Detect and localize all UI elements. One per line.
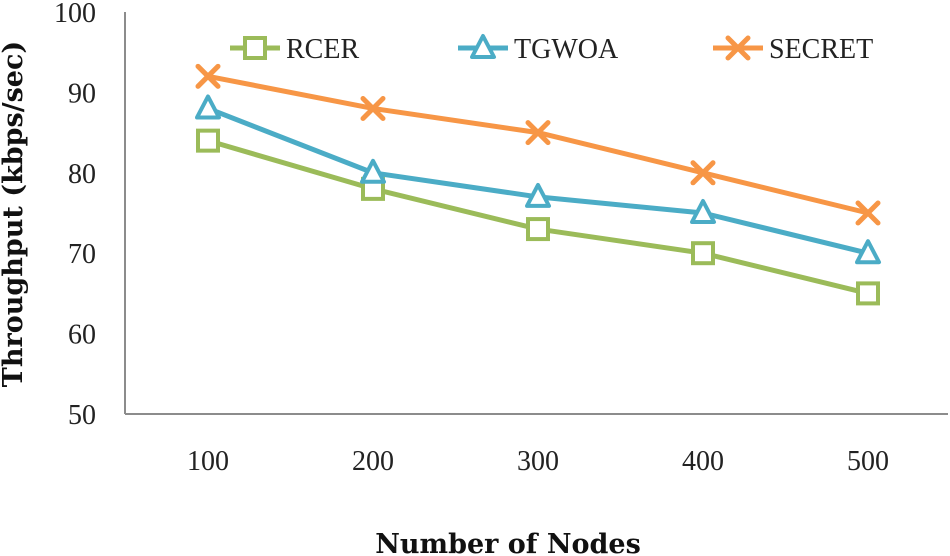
y-tick-label: 60 — [68, 320, 96, 351]
data-point-tgwoa — [855, 239, 881, 265]
y-tick-label: 90 — [68, 78, 96, 109]
data-point-secret — [855, 200, 881, 226]
data-point-secret — [690, 160, 716, 186]
data-point-rcer — [856, 281, 880, 306]
data-point-rcer — [691, 241, 715, 266]
legend-label: TGWOA — [514, 34, 619, 65]
series-line-rcer — [207, 138, 869, 296]
y-axis-title: Throughput (kbps/sec) — [0, 41, 29, 387]
legend-item-tgwoa: TGWOA — [458, 34, 619, 65]
data-point-tgwoa — [360, 158, 386, 184]
y-tick-labels: 50 60 70 80 90 100 — [54, 0, 96, 431]
series-layer — [195, 63, 881, 306]
data-point-rcer — [526, 217, 550, 242]
legend-item-rcer: RCER — [230, 34, 359, 65]
legend-marker-secret — [725, 35, 751, 61]
x-tick-label: 500 — [847, 446, 889, 477]
x-axis-title: Number of Nodes — [375, 529, 641, 556]
legend-label: SECRET — [769, 34, 873, 65]
y-tick-label: 80 — [68, 159, 96, 190]
axes — [124, 12, 948, 415]
y-tick-label: 50 — [68, 400, 96, 431]
legend-marker-tgwoa — [470, 34, 496, 59]
legend-item-secret: SECRET — [713, 34, 873, 65]
legend: RCER TGWOA SECRET — [230, 34, 873, 65]
y-tick-label: 70 — [68, 239, 96, 270]
x-tick-label: 200 — [352, 446, 394, 477]
legend-label: RCER — [286, 34, 359, 65]
x-tick-label: 100 — [187, 446, 229, 477]
data-point-tgwoa — [525, 182, 551, 208]
x-tick-label: 300 — [517, 446, 559, 477]
data-point-secret — [195, 63, 221, 89]
x-tick-labels: 100 200 300 400 500 — [187, 446, 889, 477]
data-point-tgwoa — [690, 199, 716, 224]
data-point-rcer — [196, 128, 220, 153]
y-tick-label: 100 — [54, 0, 96, 29]
data-point-secret — [360, 95, 386, 121]
data-point-secret — [525, 120, 551, 146]
x-tick-label: 400 — [682, 446, 724, 477]
legend-marker-rcer — [243, 36, 267, 60]
data-point-tgwoa — [195, 94, 221, 120]
